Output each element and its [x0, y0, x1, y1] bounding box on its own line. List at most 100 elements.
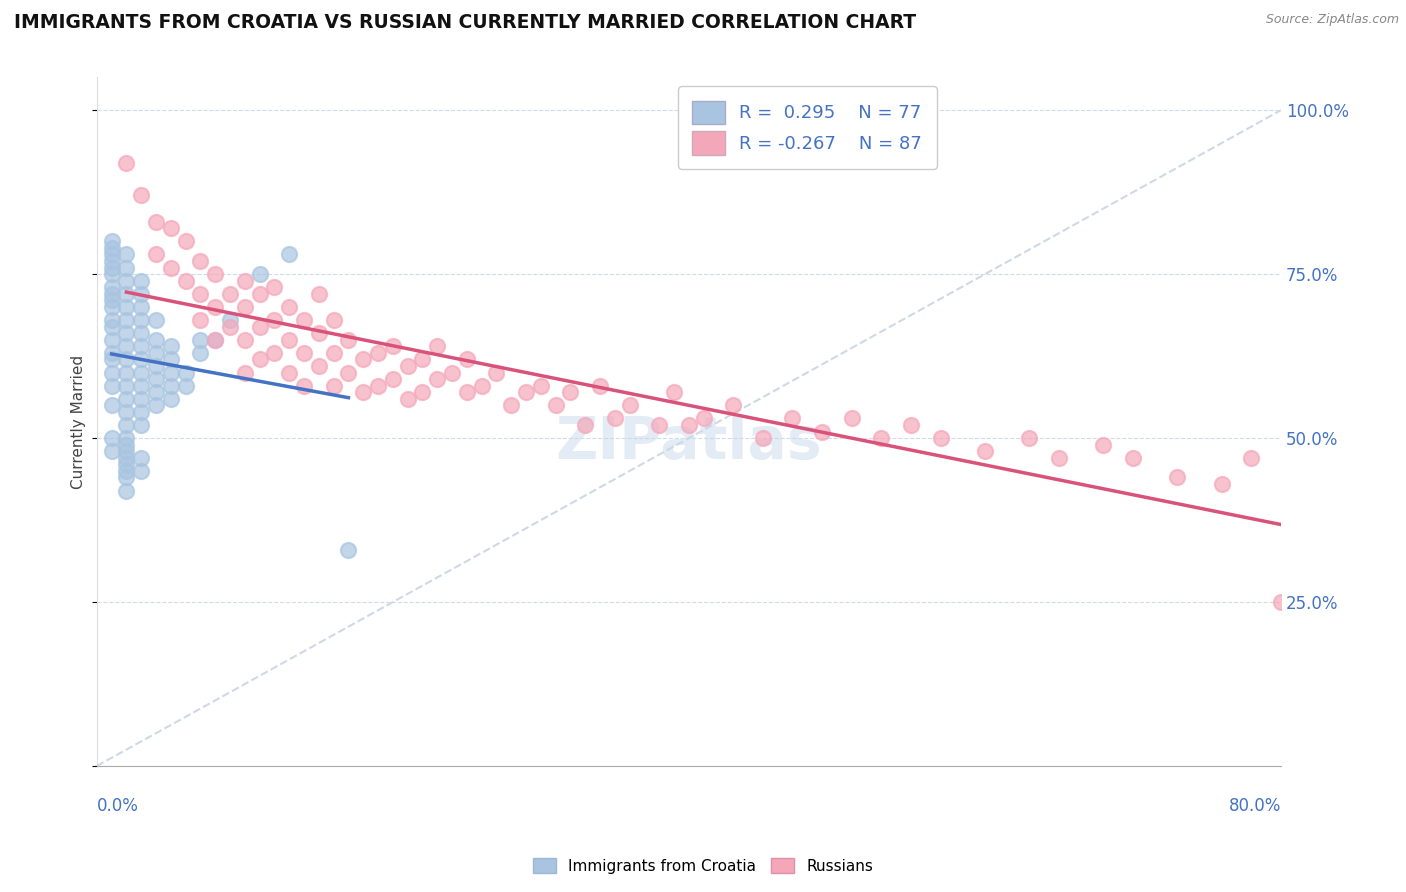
Point: [1047, 450, 1070, 465]
Point: [233, 333, 256, 347]
Point: [501, 398, 523, 412]
Point: [411, 385, 433, 400]
Y-axis label: Currently Married: Currently Married: [72, 355, 86, 489]
Point: [411, 352, 433, 367]
Point: [100, 378, 122, 392]
Point: [159, 392, 181, 406]
Point: [190, 286, 212, 301]
Point: [278, 247, 301, 261]
Point: [308, 326, 330, 341]
Point: [1018, 431, 1040, 445]
Point: [145, 215, 167, 229]
Text: 80.0%: 80.0%: [1229, 797, 1281, 814]
Point: [337, 542, 360, 557]
Point: [100, 254, 122, 268]
Point: [100, 300, 122, 314]
Point: [100, 319, 122, 334]
Point: [544, 398, 567, 412]
Text: ZIPatlas: ZIPatlas: [555, 414, 823, 471]
Point: [145, 398, 167, 412]
Text: 0.0%: 0.0%: [97, 797, 139, 814]
Point: [396, 392, 419, 406]
Point: [115, 247, 138, 261]
Point: [811, 425, 834, 439]
Point: [723, 398, 745, 412]
Point: [100, 366, 122, 380]
Point: [129, 352, 152, 367]
Point: [249, 267, 271, 281]
Point: [159, 339, 181, 353]
Point: [129, 313, 152, 327]
Point: [115, 260, 138, 275]
Point: [589, 378, 612, 392]
Point: [278, 333, 301, 347]
Point: [1270, 595, 1292, 609]
Point: [190, 333, 212, 347]
Point: [100, 293, 122, 308]
Point: [219, 313, 242, 327]
Point: [115, 326, 138, 341]
Point: [219, 319, 242, 334]
Point: [174, 378, 197, 392]
Point: [129, 300, 152, 314]
Legend: R =  0.295    N = 77, R = -0.267    N = 87: R = 0.295 N = 77, R = -0.267 N = 87: [678, 87, 936, 169]
Point: [159, 352, 181, 367]
Point: [159, 221, 181, 235]
Point: [129, 326, 152, 341]
Point: [100, 286, 122, 301]
Point: [100, 247, 122, 261]
Point: [115, 405, 138, 419]
Point: [115, 458, 138, 472]
Point: [204, 333, 226, 347]
Point: [471, 378, 494, 392]
Point: [100, 280, 122, 294]
Point: [900, 417, 922, 432]
Point: [233, 274, 256, 288]
Point: [515, 385, 537, 400]
Legend: Immigrants from Croatia, Russians: Immigrants from Croatia, Russians: [527, 852, 879, 880]
Point: [367, 378, 389, 392]
Point: [100, 241, 122, 255]
Point: [752, 431, 775, 445]
Point: [308, 286, 330, 301]
Point: [456, 352, 478, 367]
Point: [190, 254, 212, 268]
Point: [174, 235, 197, 249]
Point: [1166, 470, 1188, 484]
Point: [159, 260, 181, 275]
Point: [322, 346, 344, 360]
Point: [426, 372, 449, 386]
Point: [115, 339, 138, 353]
Point: [692, 411, 714, 425]
Point: [603, 411, 626, 425]
Point: [530, 378, 553, 392]
Point: [204, 267, 226, 281]
Point: [249, 286, 271, 301]
Point: [115, 300, 138, 314]
Point: [381, 339, 404, 353]
Point: [145, 247, 167, 261]
Point: [129, 274, 152, 288]
Point: [292, 313, 315, 327]
Point: [456, 385, 478, 400]
Point: [129, 450, 152, 465]
Point: [159, 366, 181, 380]
Point: [560, 385, 582, 400]
Point: [367, 346, 389, 360]
Point: [278, 300, 301, 314]
Point: [292, 346, 315, 360]
Point: [204, 300, 226, 314]
Point: [100, 267, 122, 281]
Point: [396, 359, 419, 373]
Point: [1211, 477, 1233, 491]
Point: [115, 470, 138, 484]
Point: [115, 286, 138, 301]
Point: [485, 366, 508, 380]
Point: [129, 392, 152, 406]
Point: [100, 260, 122, 275]
Point: [115, 450, 138, 465]
Point: [129, 286, 152, 301]
Point: [100, 398, 122, 412]
Point: [115, 378, 138, 392]
Point: [1122, 450, 1144, 465]
